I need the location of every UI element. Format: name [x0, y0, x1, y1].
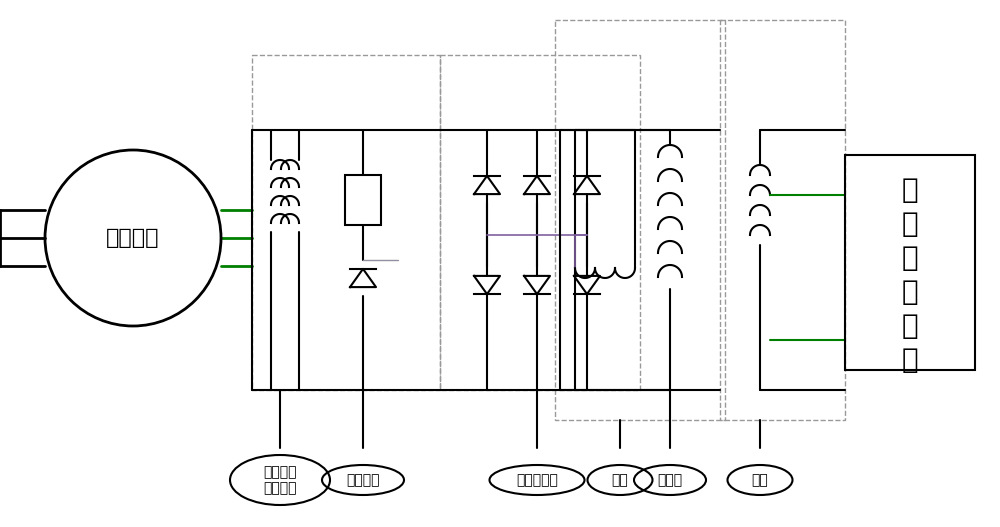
Bar: [252, 55, 440, 390]
Text: 静: 静: [902, 176, 918, 204]
Text: 转子绕组: 转子绕组: [263, 481, 297, 495]
Text: 励磁机: 励磁机: [657, 473, 683, 487]
Bar: [845, 155, 975, 370]
Bar: [440, 55, 640, 390]
Text: 置: 置: [902, 346, 918, 374]
Text: 定子: 定子: [752, 473, 768, 487]
Text: 灭磁电阻: 灭磁电阻: [346, 473, 380, 487]
Text: 励: 励: [902, 244, 918, 272]
Text: 旋转整流器: 旋转整流器: [516, 473, 558, 487]
Bar: [720, 20, 845, 420]
Text: 同步电机: 同步电机: [106, 228, 160, 248]
Text: 磁: 磁: [902, 278, 918, 306]
Text: 转子: 转子: [612, 473, 628, 487]
Text: 态: 态: [902, 210, 918, 238]
Text: 装: 装: [902, 312, 918, 340]
Bar: [555, 20, 725, 420]
Text: 同步电机: 同步电机: [263, 465, 297, 479]
Bar: [345, 175, 381, 225]
